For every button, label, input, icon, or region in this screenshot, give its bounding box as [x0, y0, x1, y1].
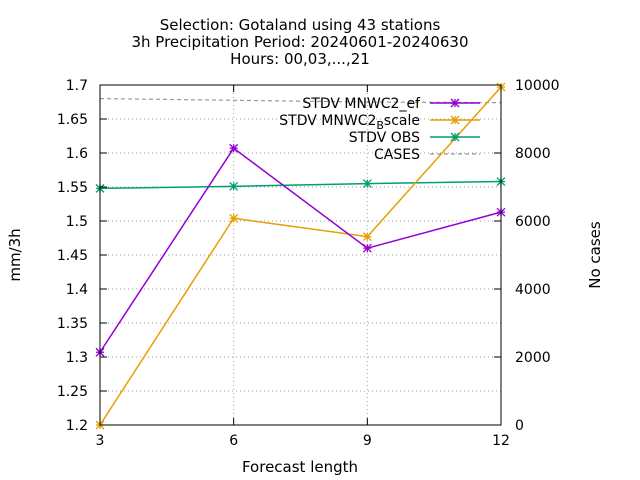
y-tick-label: 1.2 [66, 418, 88, 434]
x-tick-label: 3 [96, 433, 105, 449]
y-tick-label: 1.7 [66, 78, 88, 94]
y2-tick-label: 6000 [515, 214, 551, 230]
y-tick-label: 1.6 [66, 146, 88, 162]
y2-tick-label: 10000 [515, 78, 560, 94]
legend-label-3: CASES [374, 147, 420, 163]
series-layer [95, 82, 506, 430]
y2-tick-label: 2000 [515, 350, 551, 366]
data-point-1 [229, 213, 239, 223]
legend-label-2: STDV OBS [349, 130, 420, 146]
y-axis-label: mm/3h [6, 228, 24, 281]
axis-labels: Forecast length mm/3h No cases [6, 221, 604, 476]
legend-marker-1 [450, 115, 460, 125]
y-tick-label: 1.65 [57, 112, 88, 128]
series-line-3 [99, 98, 502, 104]
data-point-2 [229, 181, 239, 191]
y2-tick-label: 8000 [515, 146, 551, 162]
legend-label-1: STDV MNWC2Bscale [279, 113, 420, 132]
legend-marker-2 [450, 132, 460, 142]
y-tick-label: 1.25 [57, 384, 88, 400]
y-tick-label: 1.45 [57, 248, 88, 264]
data-point-0 [362, 243, 372, 253]
y-tick-label: 1.4 [66, 282, 88, 298]
title-line: Hours: 00,03,...,21 [230, 50, 370, 68]
legend-label-sub: B [376, 119, 384, 132]
data-point-2 [362, 179, 372, 189]
legend-marker-0 [450, 98, 460, 108]
y-tick-label: 1.5 [66, 214, 88, 230]
legend-label-0: STDV MNWC2_ef [302, 96, 421, 112]
ticks: 1.2 1.25 1.3 1.35 1.4 1.45 1.5 1.55 1.6 1.65 1.7 0 2… [57, 78, 560, 449]
series-line-1 [99, 86, 502, 426]
y-tick-label: 1.55 [57, 180, 88, 196]
y2-tick-label: 0 [515, 418, 524, 434]
y-tick-label: 1.35 [57, 316, 88, 332]
series-line-0 [99, 147, 502, 353]
legend-label-main: STDV MNWC2 [279, 113, 376, 129]
y-tick-label: 1.3 [66, 350, 88, 366]
data-point-1 [362, 232, 372, 242]
x-tick-label: 9 [363, 433, 372, 449]
y2-axis-label: No cases [586, 221, 604, 289]
series-line-2 [99, 180, 502, 190]
legend-label-rest: scale [384, 113, 420, 129]
x-tick-label: 12 [492, 433, 510, 449]
y2-tick-label: 4000 [515, 282, 551, 298]
x-tick-label: 6 [229, 433, 238, 449]
grid [99, 84, 502, 426]
data-point-0 [229, 143, 239, 153]
chart-title: Selection: Gotaland using 43 stations3h … [131, 16, 468, 68]
x-axis-label: Forecast length [242, 458, 358, 476]
title-line: 3h Precipitation Period: 20240601-202406… [131, 33, 468, 51]
title-line: Selection: Gotaland using 43 stations [160, 16, 441, 34]
